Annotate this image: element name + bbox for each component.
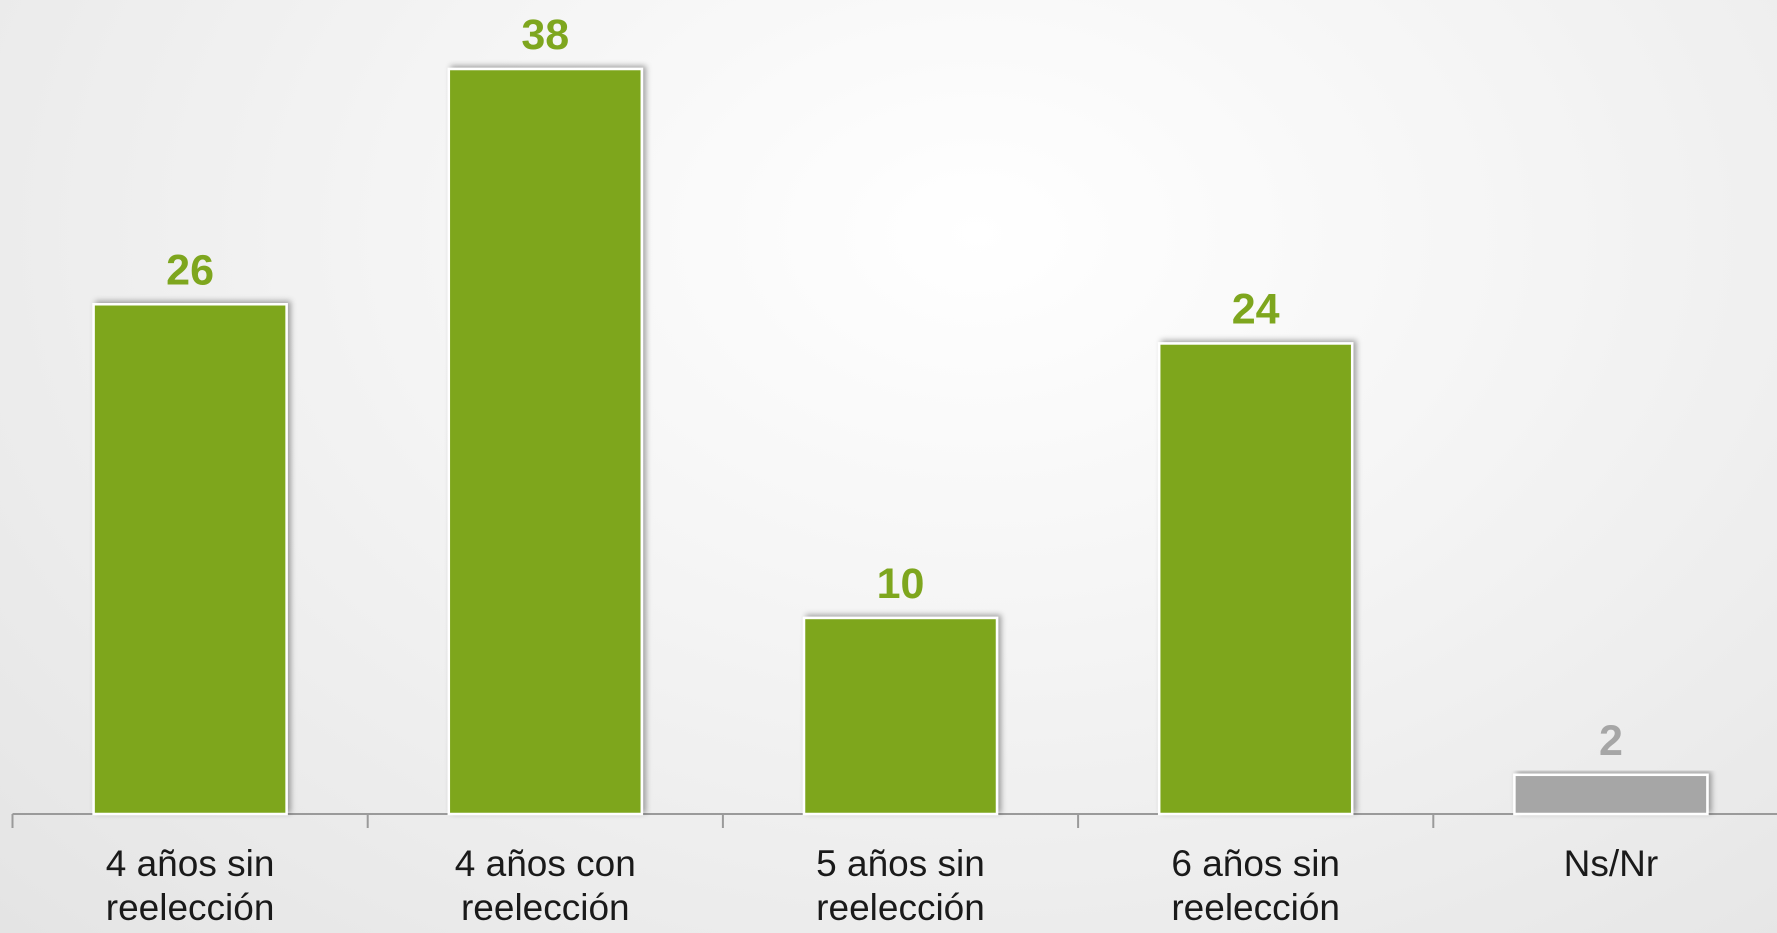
x-tick-label: 4 años sin reelección (105, 843, 275, 928)
value-label: 26 (166, 246, 214, 294)
value-label: 10 (877, 560, 925, 608)
value-label: 24 (1232, 285, 1280, 333)
value-label: 2 (1599, 717, 1623, 765)
x-tick-label: 6 años sin reelección (1171, 843, 1341, 928)
bar (802, 616, 999, 816)
bar (1513, 773, 1709, 816)
x-tick-label: Ns/Nr (1563, 843, 1659, 884)
value-label: 38 (521, 11, 569, 59)
bar (92, 303, 288, 816)
x-tick-label: 4 años con reelección (454, 843, 636, 928)
x-tick-label: 5 años sin reelección (816, 843, 985, 928)
bar (447, 67, 644, 816)
bar (1157, 342, 1354, 816)
